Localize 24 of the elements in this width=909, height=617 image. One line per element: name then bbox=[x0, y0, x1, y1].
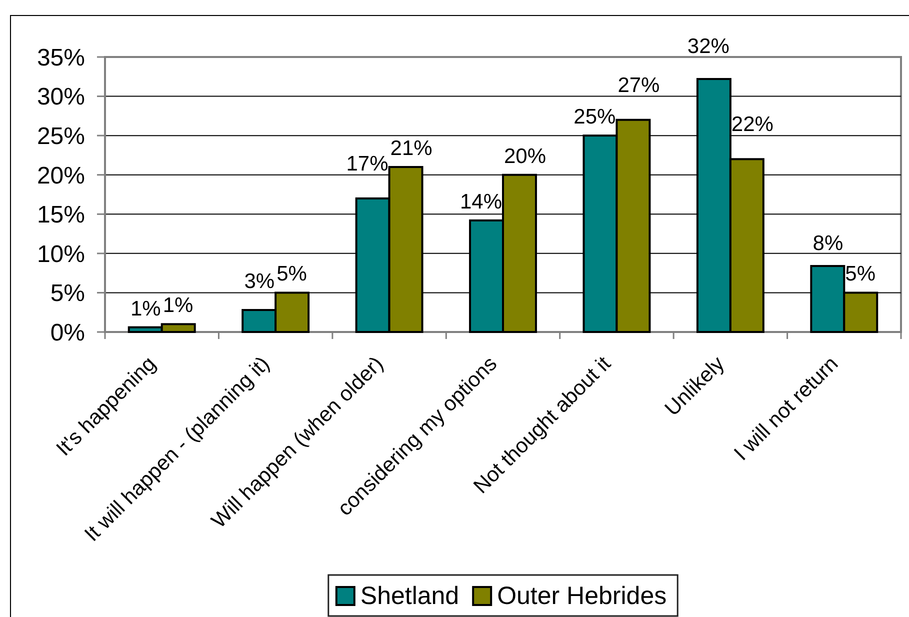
data-label: 3% bbox=[244, 270, 275, 293]
data-label: 32% bbox=[687, 35, 730, 58]
data-label: 25% bbox=[574, 106, 616, 129]
data-label: 21% bbox=[390, 137, 432, 160]
y-tick-label: 30% bbox=[36, 84, 85, 111]
data-label: 8% bbox=[812, 232, 844, 255]
y-tick-label: 20% bbox=[36, 162, 85, 190]
y-tick-label: 0% bbox=[50, 319, 85, 346]
data-label: 1% bbox=[130, 297, 161, 320]
data-label: 5% bbox=[276, 262, 307, 286]
data-label: 1% bbox=[162, 294, 194, 318]
y-tick-label: 10% bbox=[36, 240, 85, 268]
data-label: 14% bbox=[460, 190, 502, 214]
y-tick-label: 15% bbox=[36, 202, 85, 229]
data-label: 20% bbox=[504, 144, 546, 168]
y-tick-label: 35% bbox=[36, 44, 85, 72]
legend-label: Shetland bbox=[360, 582, 460, 610]
y-tick-label: 25% bbox=[36, 122, 85, 150]
data-label: 22% bbox=[731, 113, 774, 136]
data-label: 5% bbox=[845, 262, 876, 286]
data-label: 27% bbox=[618, 74, 660, 97]
data-label: 17% bbox=[346, 152, 388, 176]
legend-label: Outer Hebrides bbox=[497, 582, 667, 610]
y-tick-label: 5% bbox=[50, 280, 85, 308]
